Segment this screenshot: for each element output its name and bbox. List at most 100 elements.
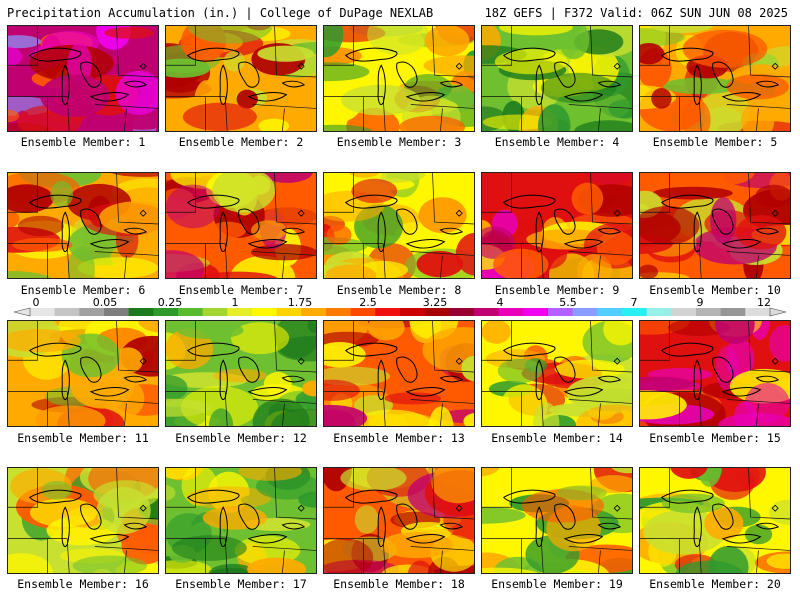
ensemble-member-label: Ensemble Member: 9 (494, 283, 620, 297)
precip-blob (532, 402, 560, 426)
great-lakes-outline (186, 489, 306, 548)
colorbar-swatch (153, 308, 179, 316)
colorbar-swatch (276, 308, 302, 316)
precip-field-map (8, 26, 158, 131)
state-borders (640, 26, 790, 131)
precip-blob (367, 321, 405, 341)
city-marker-icon (297, 209, 305, 217)
precip-blob (640, 28, 685, 47)
ensemble-member-label: Ensemble Member: 19 (491, 577, 623, 591)
colorbar-swatch (79, 308, 105, 316)
precip-blob (558, 26, 590, 60)
state-borders (324, 26, 474, 131)
ensemble-map-panel (7, 172, 159, 279)
colorbar-swatch (696, 308, 721, 316)
great-lakes-outline (344, 489, 464, 548)
colorbar-swatch (498, 308, 524, 316)
precip-blob (166, 375, 188, 401)
colorbar-swatch (622, 308, 647, 316)
precip-blob (640, 390, 687, 420)
colorbar-swatch (202, 308, 228, 316)
precip-blob (461, 355, 474, 382)
colorbar-tick-label: 1 (232, 296, 239, 309)
city-marker-icon (139, 62, 147, 70)
colorbar-swatch (128, 308, 154, 316)
precip-field-map (640, 321, 790, 426)
city-marker-icon (613, 504, 621, 512)
ensemble-map-panel (323, 467, 475, 574)
ensemble-map-panel (7, 320, 159, 427)
precip-blob (93, 568, 112, 573)
precip-blob (12, 237, 73, 252)
precip-blob (399, 115, 466, 131)
precip-blob (258, 118, 290, 131)
great-lakes-outline (660, 194, 780, 253)
precip-blob (67, 246, 95, 278)
precip-field-map (482, 26, 632, 131)
colorbar-swatch (54, 308, 80, 316)
colorbar-swatch (400, 308, 425, 316)
precip-blob (640, 376, 694, 392)
city-marker-icon (771, 209, 779, 217)
precip-field-map (166, 468, 316, 573)
ensemble-map-panel (639, 172, 791, 279)
ensemble-map-panel (639, 25, 791, 132)
state-borders (482, 26, 632, 131)
city-marker-icon (139, 209, 147, 217)
precip-blob (324, 62, 370, 82)
precip-field-map (324, 468, 474, 573)
city-marker-icon (139, 357, 147, 365)
ensemble-member-label: Ensemble Member: 18 (333, 577, 465, 591)
precip-blob (416, 250, 464, 278)
precip-field-map (482, 321, 632, 426)
precip-field-map (482, 173, 632, 278)
colorbar-tick-label: 0.25 (158, 296, 183, 309)
precip-blob (209, 221, 247, 239)
ensemble-member-label: Ensemble Member: 7 (178, 283, 304, 297)
colorbar-swatch (252, 308, 277, 316)
precip-blob (208, 563, 257, 573)
colorbar-swatch (548, 308, 573, 316)
precip-blob (302, 380, 316, 397)
precip-blob (326, 224, 352, 246)
precip-blob (611, 468, 632, 474)
precip-blob (482, 226, 515, 259)
precip-blob (187, 26, 273, 44)
city-marker-icon (771, 62, 779, 70)
precip-blob (708, 545, 749, 573)
colorbar-swatch (178, 308, 203, 316)
precip-blob (423, 55, 474, 76)
ensemble-map-panel (165, 320, 317, 427)
precip-blob (354, 505, 379, 534)
precip-field-map (640, 26, 790, 131)
ensemble-map-panel (7, 467, 159, 574)
precip-blob (40, 74, 110, 117)
state-borders (324, 321, 474, 426)
precip-blob (556, 485, 607, 501)
precip-field-map (8, 321, 158, 426)
colorbar-tick-label: 12 (757, 296, 771, 309)
precip-blob (96, 487, 151, 535)
precip-blob (640, 264, 659, 278)
ensemble-member-label: Ensemble Member: 12 (175, 431, 307, 445)
ensemble-member-label: Ensemble Member: 14 (491, 431, 623, 445)
precip-blob (670, 468, 708, 479)
precip-blob (726, 74, 789, 100)
ensemble-member-label: Ensemble Member: 20 (649, 577, 781, 591)
precip-field-map (324, 26, 474, 131)
precip-blob (482, 114, 553, 130)
ensemble-map-panel (323, 25, 475, 132)
city-marker-icon (455, 357, 463, 365)
precip-blob (351, 178, 398, 204)
state-borders (482, 468, 632, 573)
precip-blob (202, 506, 268, 530)
great-lakes-outline (660, 47, 780, 106)
precip-blob (640, 343, 665, 372)
great-lakes-outline (28, 342, 148, 401)
city-marker-icon (297, 504, 305, 512)
ensemble-member-label: Ensemble Member: 8 (336, 283, 462, 297)
state-borders (324, 173, 474, 278)
colorbar-swatch (301, 308, 327, 316)
colorbar-swatch (227, 308, 253, 316)
precip-blob (341, 84, 421, 116)
